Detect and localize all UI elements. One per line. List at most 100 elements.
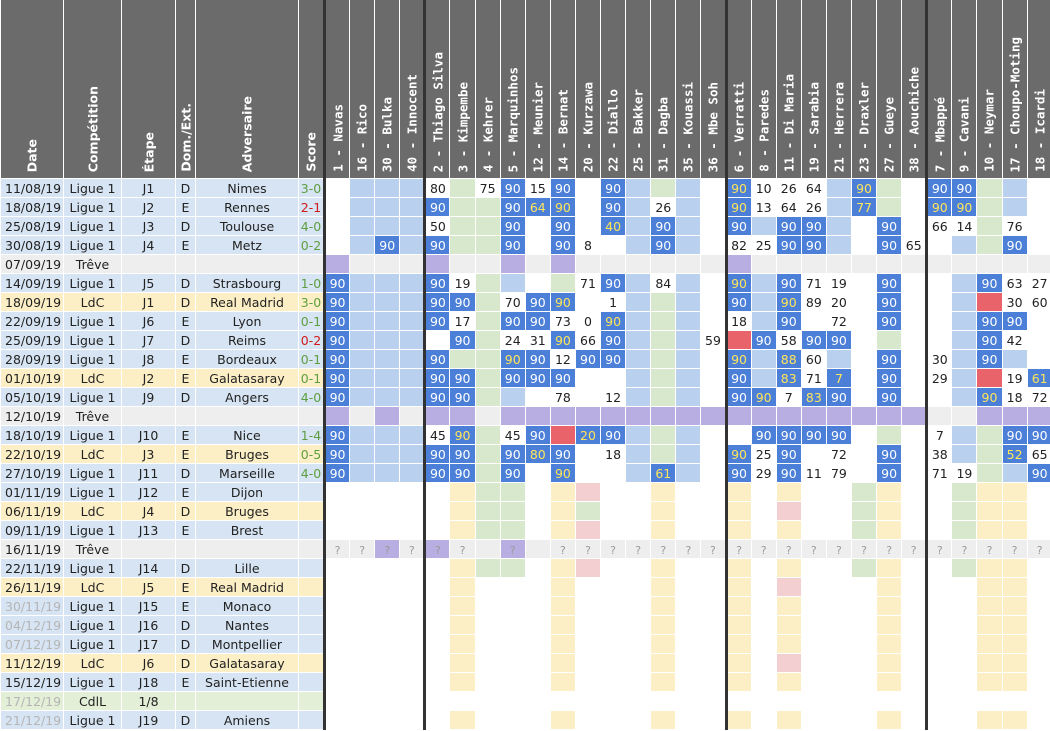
cell-minutes: ? [850, 539, 878, 559]
cell-minutes: 59 [700, 330, 727, 350]
cell-minutes: 90 [600, 273, 627, 293]
cell-opponent: Brest [195, 520, 299, 540]
cell-minutes [775, 254, 802, 274]
cell-minutes [349, 406, 376, 426]
cell-minutes [825, 634, 852, 654]
cell-minutes: 83 [800, 387, 827, 407]
cell-minutes [499, 672, 526, 692]
cell-score [298, 539, 325, 559]
cell-minutes [700, 292, 727, 312]
table-row: 09/11/19 Ligue 1 J13 E Brest [0, 520, 1050, 540]
unknown-mark: ? [660, 543, 667, 557]
cell-minutes [750, 311, 777, 331]
cell-minutes: ? [423, 539, 451, 559]
cell-stage: J12 [121, 482, 176, 502]
cell-minutes [876, 634, 903, 654]
cell-venue: E [175, 520, 196, 540]
cell-minutes: 90 [549, 197, 576, 217]
cell-minutes: ? [825, 539, 852, 559]
cell-minutes [399, 216, 426, 236]
cell-minutes [876, 710, 903, 730]
cell-date: 22/09/19 [0, 311, 64, 331]
cell-opponent [195, 406, 299, 426]
cell-minutes: 90 [449, 463, 476, 483]
cell-minutes [750, 349, 777, 369]
cell-minutes: 15 [524, 178, 551, 198]
cell-minutes: 40 [600, 216, 627, 236]
cell-minutes [800, 691, 827, 711]
cell-minutes [775, 615, 802, 635]
cell-minutes [600, 520, 627, 540]
player-name: 4 - Kehrer [480, 96, 496, 172]
cell-minutes [925, 615, 953, 635]
cell-minutes [574, 368, 602, 388]
cell-minutes [951, 577, 978, 597]
cell-minutes [625, 216, 652, 236]
cell-minutes: 19 [1001, 368, 1028, 388]
cell-minutes [322, 178, 351, 198]
cell-minutes [574, 558, 602, 578]
cell-minutes [625, 672, 652, 692]
cell-minutes [724, 691, 752, 711]
cell-minutes [349, 273, 376, 293]
player-name: 8 - Paredes [756, 89, 772, 172]
cell-minutes: 90 [876, 235, 903, 255]
cell-score: 3-0 [298, 178, 325, 198]
cell-minutes [474, 596, 501, 616]
cell-minutes [976, 501, 1003, 521]
cell-minutes: 82 [724, 235, 752, 255]
cell-minutes [951, 349, 978, 369]
cell-minutes [322, 577, 351, 597]
cell-score: 4-0 [298, 387, 325, 407]
cell-date: 07/12/19 [0, 634, 64, 654]
cell-minutes: 90 [423, 311, 451, 331]
cell-minutes [600, 634, 627, 654]
cell-minutes [499, 653, 526, 673]
cell-minutes [850, 577, 878, 597]
cell-minutes [876, 254, 903, 274]
cell-score: 0-5 [298, 444, 325, 464]
unknown-mark: ? [710, 543, 716, 557]
cell-minutes [625, 387, 652, 407]
cell-minutes [901, 653, 928, 673]
cell-minutes: ? [625, 539, 652, 559]
cell-minutes: 90 [423, 463, 451, 483]
cell-minutes [901, 311, 928, 331]
cell-minutes: ? [976, 539, 1003, 559]
cell-minutes [322, 653, 351, 673]
cell-date: 04/12/19 [0, 615, 64, 635]
cell-minutes: 64 [524, 197, 551, 217]
cell-minutes [901, 406, 928, 426]
cell-minutes [700, 444, 727, 464]
cell-minutes [399, 463, 426, 483]
player-name: 3 - Kimpembe [455, 81, 471, 172]
cell-minutes: 71 [925, 463, 953, 483]
cell-minutes: 90 [499, 235, 526, 255]
player-name: 40 - Innocent [404, 74, 420, 172]
header-player: 6 - Verratti [724, 0, 752, 179]
cell-minutes [499, 558, 526, 578]
cell-minutes [374, 368, 401, 388]
cell-minutes [524, 520, 551, 540]
cell-minutes [399, 387, 426, 407]
cell-minutes [524, 216, 551, 236]
cell-minutes [474, 330, 501, 350]
cell-minutes: 90 [549, 444, 576, 464]
cell-minutes [724, 577, 752, 597]
cell-minutes [951, 653, 978, 673]
cell-minutes [449, 406, 476, 426]
cell-minutes [499, 387, 526, 407]
cell-minutes: 90 [524, 311, 551, 331]
cell-minutes: 90 [775, 463, 802, 483]
cell-minutes [850, 254, 878, 274]
cell-minutes: 90 [600, 197, 627, 217]
cell-minutes [825, 178, 852, 198]
cell-minutes [876, 653, 903, 673]
cell-minutes: 90 [1026, 463, 1050, 483]
cell-minutes: ? [1001, 539, 1028, 559]
cell-score: 1-4 [298, 425, 325, 445]
cell-minutes [825, 482, 852, 502]
cell-minutes [650, 444, 677, 464]
player-name: 5 - Marquinhos [505, 66, 521, 172]
cell-minutes [925, 691, 953, 711]
